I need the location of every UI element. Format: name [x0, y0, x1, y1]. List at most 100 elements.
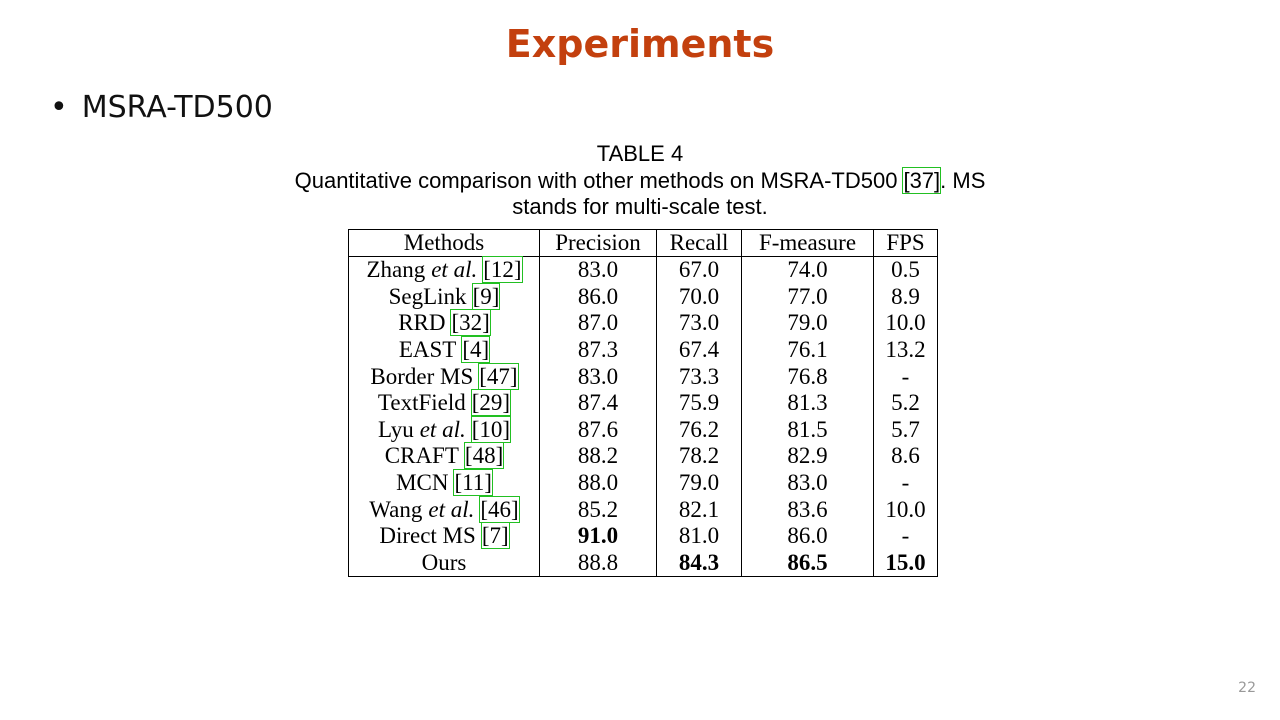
table-body: Zhang et al. [12] 83.0 67.0 74.0 0.5 SegLink [9]… — [348, 256, 938, 577]
header-cell: F-measure — [741, 229, 874, 257]
value-cell: 83.0 — [539, 363, 657, 390]
header-row: Methods Precision Recall F-measure FPS — [348, 229, 938, 257]
method-cell: MCN [11] — [348, 469, 540, 497]
value-cell: - — [873, 363, 938, 390]
header-cell: FPS — [873, 229, 938, 257]
value-cell: 67.4 — [656, 336, 742, 364]
method-name: Direct MS — [379, 523, 476, 549]
value-cell: 86.5 — [741, 549, 874, 577]
table-row: Ours 88.8 84.3 86.5 15.0 — [348, 549, 938, 577]
value-cell: 76.1 — [741, 336, 874, 364]
table-row: Direct MS [7] 91.0 81.0 86.0- — [348, 522, 938, 550]
table-row: CRAFT [48] 88.2 78.2 82.9 8.6 — [348, 442, 938, 470]
method-cell: EAST [4] — [348, 336, 540, 364]
value-cell: 81.5 — [741, 416, 874, 444]
value-cell: 91.0 — [539, 522, 657, 550]
value-cell: 70.0 — [656, 283, 742, 311]
header-cell: Recall — [656, 229, 742, 257]
table-row: Lyu et al. [10] 87.6 76.2 81.5 5.7 — [348, 415, 938, 444]
value-cell: 13.2 — [873, 336, 938, 364]
value-cell: 8.6 — [873, 443, 938, 470]
table-row: Border MS [47] 83.0 73.3 76.8- — [348, 362, 938, 390]
table-row: Zhang et al. [12] 83.0 67.0 74.0 0.5 — [348, 256, 938, 284]
value-cell: 83.6 — [741, 496, 874, 523]
value-cell: 82.9 — [741, 443, 874, 470]
value-cell: 86.0 — [741, 522, 874, 550]
method-cell: SegLink [9] — [348, 282, 540, 311]
value-cell: 83.0 — [539, 256, 657, 284]
method-name: Ours — [421, 549, 467, 575]
value-cell: 73.0 — [656, 310, 742, 337]
citation: [32] — [450, 309, 491, 337]
citation: [7] — [480, 522, 510, 550]
citation: [11] — [453, 469, 493, 497]
value-cell: 88.8 — [539, 549, 657, 577]
bullet: MSRA-TD500 — [50, 90, 273, 125]
citation: [9] — [471, 282, 501, 310]
value-cell: 79.0 — [741, 310, 874, 337]
value-cell: 76.8 — [741, 363, 874, 390]
citation: [4] — [461, 336, 491, 364]
method-em: et al. — [431, 257, 478, 283]
method-cell: Zhang et al. [12] — [348, 256, 540, 284]
method-name: Wang — [369, 496, 423, 522]
method-name: MCN — [396, 470, 449, 496]
value-cell: 10.0 — [873, 310, 938, 337]
method-cell: Direct MS [7] — [348, 522, 540, 550]
value-cell: - — [873, 522, 938, 550]
method-em: et al. — [419, 416, 466, 442]
method-em: et al. — [428, 496, 475, 522]
value-cell: 8.9 — [873, 283, 938, 311]
value-cell: 73.3 — [656, 363, 742, 390]
value-cell: 84.3 — [656, 549, 742, 577]
method-name: EAST — [398, 337, 457, 363]
value-cell: - — [873, 469, 938, 497]
citation: [46] — [479, 495, 520, 523]
citation: [48] — [463, 442, 505, 470]
method-cell: Ours — [348, 549, 540, 577]
method-cell: TextField [29] — [348, 389, 540, 417]
value-cell: 75.9 — [656, 389, 742, 417]
table-row: SegLink [9] 86.0 70.0 77.0 8.9 — [348, 282, 938, 311]
value-cell: 87.3 — [539, 336, 657, 364]
header-cell: Methods — [348, 229, 540, 257]
value-cell: 83.0 — [741, 469, 874, 497]
value-cell: 0.5 — [873, 256, 938, 284]
method-cell: Border MS [47] — [348, 362, 540, 390]
value-cell: 5.7 — [873, 416, 938, 444]
caption-text: . MS — [940, 168, 986, 193]
value-cell: 10.0 — [873, 496, 938, 523]
value-cell: 81.3 — [741, 389, 874, 417]
header-cell: Precision — [539, 229, 657, 257]
method-cell: Lyu et al. [10] — [348, 415, 540, 444]
table-row: RRD [32] 87.0 73.0 79.0 10.0 — [348, 309, 938, 337]
value-cell: 85.2 — [539, 496, 657, 523]
slide-title: Experiments — [505, 22, 775, 66]
value-cell: 74.0 — [741, 256, 874, 284]
value-cell: 79.0 — [656, 469, 742, 497]
value-cell: 87.0 — [539, 310, 657, 337]
method-name: Border MS — [370, 363, 474, 389]
value-cell: 76.2 — [656, 416, 742, 444]
method-cell: Wang et al. [46] — [348, 495, 540, 523]
citation: [12] — [482, 256, 523, 284]
value-cell: 81.0 — [656, 522, 742, 550]
method-name: RRD — [398, 310, 446, 336]
value-cell: 5.2 — [873, 389, 938, 417]
value-cell: 77.0 — [741, 283, 874, 311]
citation: [37] — [902, 167, 942, 194]
method-name: CRAFT — [384, 443, 459, 469]
citation: [29] — [470, 389, 512, 417]
method-name: SegLink — [388, 283, 467, 309]
page-number: 22 — [1238, 680, 1256, 696]
table-row: EAST [4] 87.3 67.4 76.1 13.2 — [348, 336, 938, 364]
table-row: Wang et al. [46] 85.2 82.1 83.6 10.0 — [348, 495, 938, 523]
value-cell: 67.0 — [656, 256, 742, 284]
method-cell: CRAFT [48] — [348, 442, 540, 470]
table-row: TextField [29] 87.4 75.9 81.3 5.2 — [348, 389, 938, 417]
value-cell: 88.2 — [539, 443, 657, 470]
value-cell: 78.2 — [656, 443, 742, 470]
value-cell: 88.0 — [539, 469, 657, 497]
table-row: MCN [11] 88.0 79.0 83.0- — [348, 469, 938, 497]
